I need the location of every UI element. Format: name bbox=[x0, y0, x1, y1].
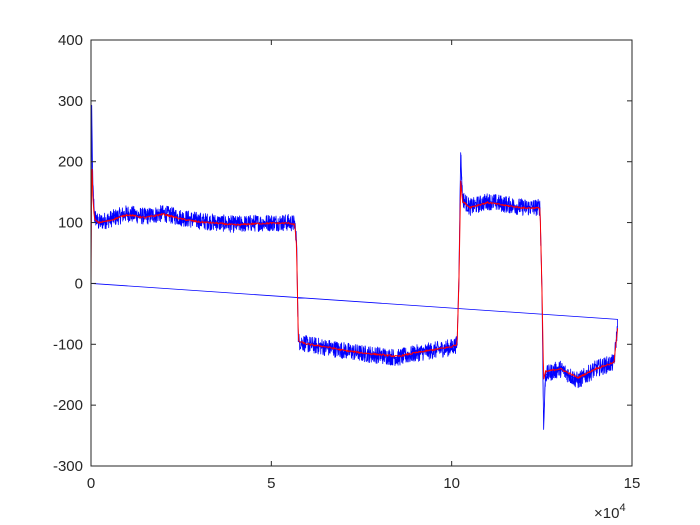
x-tick-label: 15 bbox=[624, 475, 641, 492]
y-tick-label: 300 bbox=[58, 93, 83, 110]
x-tick-label: 5 bbox=[267, 475, 275, 492]
ticks-layer: 0 5 10 15 -300 -200 -100 0 100 200 300 400 bbox=[53, 32, 640, 492]
y-tick-label: 0 bbox=[75, 275, 83, 292]
y-tick-label: 400 bbox=[58, 32, 83, 49]
x-tick-label: 0 bbox=[87, 475, 95, 492]
series-layer bbox=[91, 104, 619, 430]
plot-area bbox=[91, 40, 632, 466]
y-tick-label: 100 bbox=[58, 215, 83, 232]
x-exponent-base: ×10 bbox=[594, 505, 619, 522]
series-blue-line bbox=[91, 104, 618, 430]
axes-box bbox=[90, 39, 633, 467]
x-exponent-label: ×104 bbox=[594, 502, 626, 522]
y-tick-label: -100 bbox=[53, 336, 83, 353]
y-tick-label: -200 bbox=[53, 397, 83, 414]
x-tick-label: 10 bbox=[443, 475, 460, 492]
x-exponent-power: 4 bbox=[619, 502, 625, 514]
series-red-line bbox=[91, 168, 619, 380]
y-tick-label: -300 bbox=[53, 458, 83, 475]
y-tick-label: 200 bbox=[58, 154, 83, 171]
